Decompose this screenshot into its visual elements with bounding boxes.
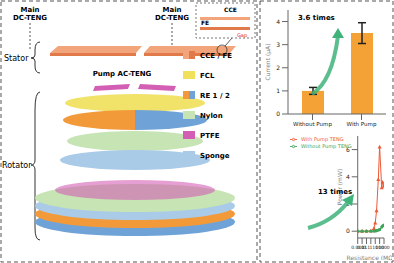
svg-text:2: 2 — [276, 64, 280, 71]
svg-text:FE: FE — [201, 19, 209, 26]
svg-text:DC-TENG: DC-TENG — [155, 14, 189, 22]
svg-text:4: 4 — [346, 173, 350, 180]
svg-text:Power (mW): Power (mW) — [336, 169, 343, 206]
svg-text:Rotator: Rotator — [8, 161, 32, 170]
svg-text:PTFE: PTFE — [200, 132, 220, 140]
svg-text:RE 1 / 2: RE 1 / 2 — [200, 92, 230, 100]
svg-text:3: 3 — [276, 41, 280, 48]
svg-text:4: 4 — [276, 18, 280, 25]
svg-text:1: 1 — [276, 87, 280, 94]
svg-text:0: 0 — [276, 110, 280, 117]
svg-text:DC-TENG: DC-TENG — [13, 14, 47, 22]
svg-text:Resistance (MΩ): Resistance (MΩ) — [347, 254, 386, 260]
svg-text:Sponge: Sponge — [200, 152, 230, 160]
svg-text:2: 2 — [346, 200, 350, 207]
svg-text:6: 6 — [346, 146, 350, 153]
svg-text:Current (μA): Current (μA) — [264, 43, 272, 80]
svg-text:0: 0 — [346, 227, 350, 234]
svg-text:Gap: Gap — [237, 32, 247, 39]
svg-text:FCL: FCL — [200, 72, 215, 80]
svg-text:1000: 1000 — [378, 245, 386, 250]
svg-text:Without Pump: Without Pump — [293, 121, 332, 128]
svg-text:Pump AC-TENG: Pump AC-TENG — [93, 70, 152, 78]
svg-text:CCE: CCE — [224, 6, 237, 13]
svg-text:With Pump: With Pump — [347, 121, 377, 128]
svg-text:Main: Main — [162, 6, 181, 14]
svg-text:CCE / FE: CCE / FE — [200, 52, 232, 60]
svg-text:Nylon: Nylon — [200, 112, 223, 120]
svg-text:Stator: Stator — [8, 54, 29, 63]
svg-text:Main: Main — [20, 6, 39, 14]
